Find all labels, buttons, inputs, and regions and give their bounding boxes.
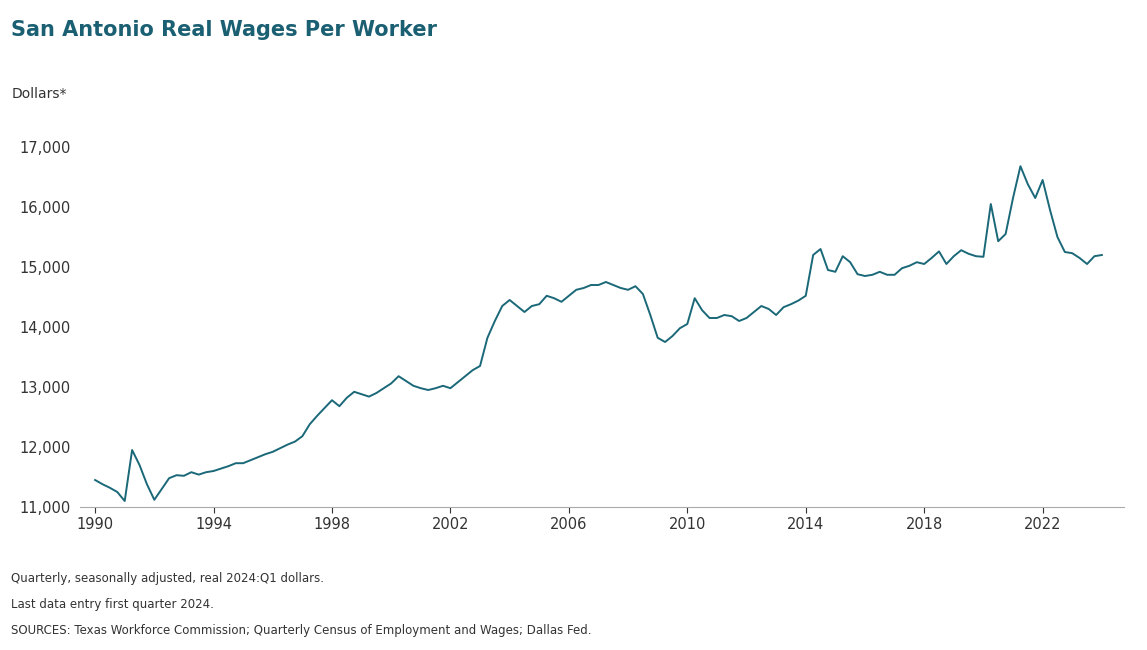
Text: Dollars*: Dollars*	[11, 86, 67, 101]
Text: Last data entry first quarter 2024.: Last data entry first quarter 2024.	[11, 598, 214, 611]
Text: SOURCES: Texas Workforce Commission; Quarterly Census of Employment and Wages; D: SOURCES: Texas Workforce Commission; Qua…	[11, 624, 592, 637]
Text: San Antonio Real Wages Per Worker: San Antonio Real Wages Per Worker	[11, 20, 437, 40]
Text: Quarterly, seasonally adjusted, real 2024:Q1 dollars.: Quarterly, seasonally adjusted, real 202…	[11, 572, 325, 585]
